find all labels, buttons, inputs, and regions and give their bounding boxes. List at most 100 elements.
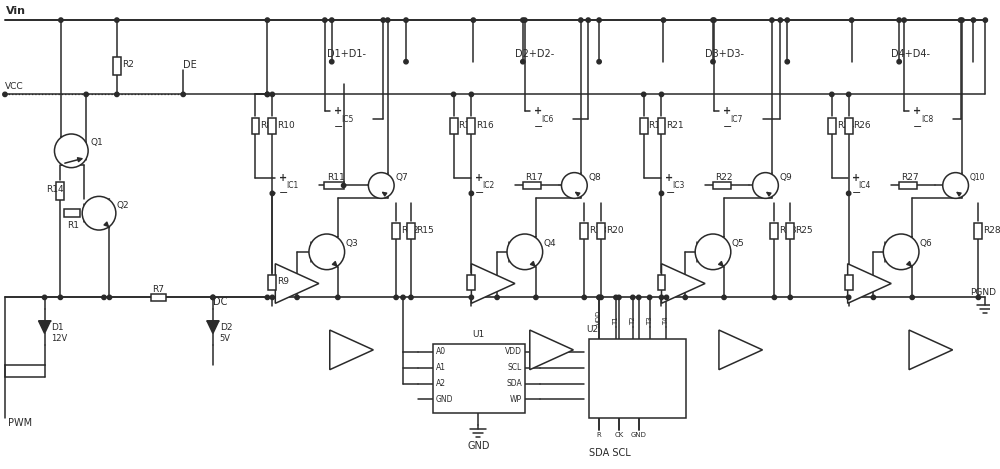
Circle shape <box>753 173 778 198</box>
Circle shape <box>849 18 854 23</box>
Bar <box>974 223 982 239</box>
Circle shape <box>883 234 919 270</box>
Circle shape <box>846 92 851 97</box>
Text: D1+D1-: D1+D1- <box>327 49 366 59</box>
Circle shape <box>976 295 981 300</box>
Bar <box>589 339 686 418</box>
Circle shape <box>84 92 88 97</box>
Circle shape <box>561 173 587 198</box>
Circle shape <box>960 18 964 23</box>
Text: −: − <box>852 189 861 198</box>
Text: R18: R18 <box>589 226 607 234</box>
Circle shape <box>659 295 664 300</box>
Bar <box>56 182 64 200</box>
Circle shape <box>54 134 88 167</box>
Circle shape <box>471 18 476 23</box>
Text: 5V: 5V <box>220 334 231 343</box>
Bar <box>252 118 259 134</box>
Circle shape <box>830 92 834 97</box>
Circle shape <box>401 295 405 300</box>
Circle shape <box>983 18 987 23</box>
Bar <box>64 209 80 217</box>
Text: T3: T3 <box>647 317 653 325</box>
Text: R23: R23 <box>779 226 797 234</box>
Text: U1: U1 <box>473 330 485 339</box>
Circle shape <box>336 295 340 300</box>
Text: Q3: Q3 <box>346 239 358 249</box>
Circle shape <box>521 18 525 23</box>
Text: R11: R11 <box>327 173 345 182</box>
Text: −: − <box>475 189 485 198</box>
Text: DE: DE <box>183 60 197 70</box>
Text: U2: U2 <box>586 325 598 334</box>
Text: +: + <box>334 106 342 116</box>
Circle shape <box>631 295 635 300</box>
Circle shape <box>614 295 618 300</box>
Text: R8: R8 <box>260 121 272 129</box>
Circle shape <box>42 295 47 300</box>
Circle shape <box>265 295 270 300</box>
Circle shape <box>270 295 275 300</box>
Circle shape <box>495 295 499 300</box>
Text: R21: R21 <box>666 121 684 129</box>
Circle shape <box>778 18 783 23</box>
Circle shape <box>368 173 394 198</box>
Circle shape <box>323 18 327 23</box>
Text: SDA SCL: SDA SCL <box>589 448 631 458</box>
Bar <box>786 223 794 239</box>
Circle shape <box>295 295 299 300</box>
Text: GND: GND <box>467 441 490 451</box>
Text: A0: A0 <box>436 348 446 356</box>
Circle shape <box>181 92 185 97</box>
Circle shape <box>386 18 390 23</box>
Circle shape <box>270 191 275 196</box>
Text: R2: R2 <box>122 60 134 69</box>
Circle shape <box>115 92 119 97</box>
Text: D4+D4-: D4+D4- <box>891 49 930 59</box>
Circle shape <box>115 18 119 23</box>
Circle shape <box>711 60 715 64</box>
Circle shape <box>597 60 601 64</box>
Circle shape <box>521 60 525 64</box>
Polygon shape <box>848 264 891 303</box>
Circle shape <box>695 234 731 270</box>
Polygon shape <box>471 264 515 303</box>
Text: IC2: IC2 <box>482 181 494 190</box>
Circle shape <box>597 295 601 300</box>
Circle shape <box>404 18 408 23</box>
Circle shape <box>582 295 586 300</box>
Circle shape <box>107 295 112 300</box>
Circle shape <box>82 197 116 230</box>
Circle shape <box>265 18 270 23</box>
Circle shape <box>637 295 641 300</box>
Text: −: − <box>334 122 343 132</box>
Text: PGND: PGND <box>970 288 996 297</box>
Circle shape <box>785 60 789 64</box>
Bar <box>407 223 415 239</box>
Circle shape <box>507 234 543 270</box>
Text: −: − <box>723 122 732 132</box>
Circle shape <box>469 92 474 97</box>
Text: R12: R12 <box>401 226 419 234</box>
Circle shape <box>897 60 901 64</box>
Circle shape <box>647 295 652 300</box>
Text: SCL: SCL <box>508 363 522 372</box>
Text: WP: WP <box>510 395 522 404</box>
Text: +: + <box>852 173 860 182</box>
Text: D2: D2 <box>220 323 232 332</box>
Text: T2: T2 <box>630 317 636 325</box>
Circle shape <box>659 92 664 97</box>
Polygon shape <box>661 264 705 303</box>
Circle shape <box>597 295 601 300</box>
Text: T4: T4 <box>663 317 669 325</box>
Text: R22: R22 <box>715 173 732 182</box>
Circle shape <box>664 295 669 300</box>
Text: R24: R24 <box>837 121 854 129</box>
Circle shape <box>469 295 474 300</box>
Text: DC: DC <box>213 297 227 307</box>
Text: Q6: Q6 <box>920 239 933 249</box>
Circle shape <box>871 295 876 300</box>
Circle shape <box>770 18 774 23</box>
Text: R26: R26 <box>854 121 871 129</box>
Text: R17: R17 <box>525 173 543 182</box>
